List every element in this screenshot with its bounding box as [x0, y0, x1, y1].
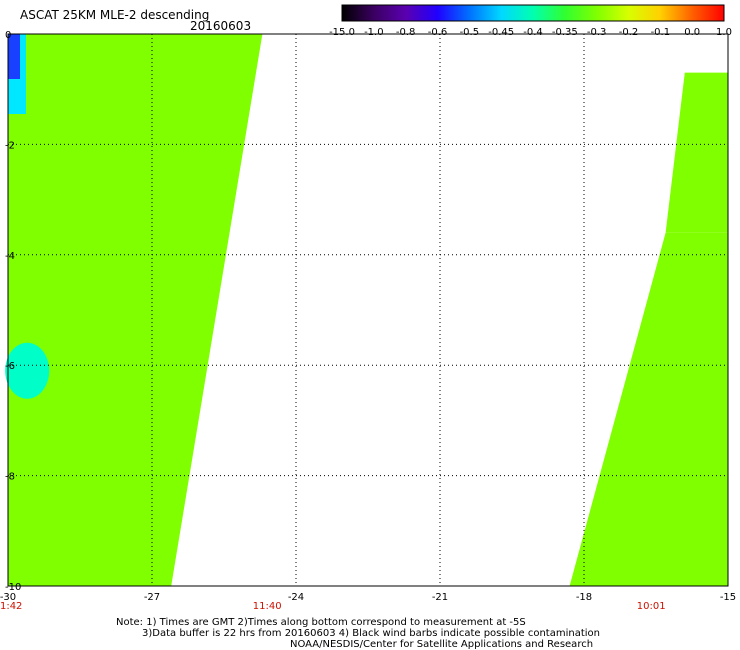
time-label: 11:42: [0, 601, 22, 612]
colorbar-tick-label: 1.0: [716, 27, 732, 38]
colorbar-tick-label: -0.5: [460, 27, 480, 38]
x-tick-label: -27: [144, 592, 160, 603]
y-axis-ticks: 0 -2 -4 -6 -8 -10: [5, 30, 21, 593]
note-line-1: Note: 1) Times are GMT 2)Times along bot…: [116, 617, 526, 628]
y-tick-label: 0: [5, 30, 11, 41]
note-line-2: 3)Data buffer is 22 hrs from 20160603 4)…: [142, 628, 600, 639]
colorbar-tick-labels: -15.0 -1.0 -0.8 -0.6 -0.5 -0.45 -0.4 -0.35 -0.3 -…: [329, 27, 732, 38]
colorbar-tick-label: -0.3: [587, 27, 607, 38]
note-line-3: NOAA/NESDIS/Center for Satellite Applica…: [290, 639, 593, 650]
east-swath-top: [665, 72, 728, 233]
chart-date: 20160603: [190, 19, 251, 33]
x-axis-ticks: -30 -27 -24 -21 -18 -15: [0, 592, 736, 603]
colorbar-tick-label: -15.0: [329, 27, 355, 38]
colorbar-tick-label: -0.4: [523, 27, 543, 38]
y-tick-label: -6: [5, 361, 15, 372]
x-tick-label: -15: [720, 592, 736, 603]
colorbar-gradient: [341, 4, 725, 22]
cyan-feature-mid: [5, 342, 50, 399]
west-swath: [8, 34, 263, 586]
colorbar-tick-label: -0.1: [651, 27, 671, 38]
colorbar-tick-label: -1.0: [364, 27, 384, 38]
colorbar-tick-label: -0.35: [552, 27, 578, 38]
y-tick-label: -2: [5, 140, 15, 151]
colorbar-tick-label: -0.45: [488, 27, 514, 38]
east-swath: [569, 232, 728, 586]
plot-frame: [7, 33, 729, 587]
x-tick-label: -18: [576, 592, 592, 603]
swath-layer: [5, 34, 728, 586]
y-tick-label: -8: [5, 472, 15, 483]
time-label: 11:40: [253, 601, 282, 612]
colorbar-tick-label: -0.8: [396, 27, 416, 38]
colorbar: [341, 4, 725, 22]
chart-title: ASCAT 25KM MLE-2 descending: [20, 8, 209, 22]
y-tick-label: -10: [5, 582, 21, 593]
x-tick-label: -24: [288, 592, 304, 603]
plot-area: [5, 33, 729, 587]
blue-feature-top: [8, 34, 20, 79]
y-tick-label: -4: [5, 251, 15, 262]
colorbar-tick-label: -0.6: [428, 27, 448, 38]
x-tick-label: -21: [432, 592, 448, 603]
colorbar-tick-label: -0.2: [619, 27, 639, 38]
time-label: 10:01: [637, 601, 666, 612]
time-labels: 11:42 11:40 10:01: [0, 601, 666, 612]
colorbar-tick-label: 0.0: [684, 27, 700, 38]
x-tick-label: -30: [0, 592, 16, 603]
